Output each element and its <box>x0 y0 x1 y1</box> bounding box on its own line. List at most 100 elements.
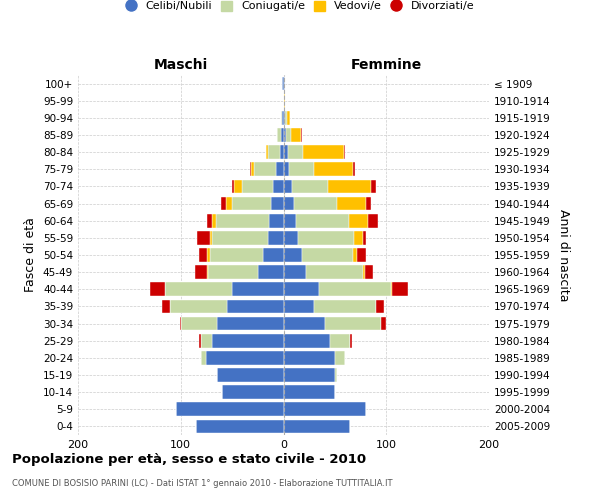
Bar <box>208 248 209 262</box>
Bar <box>365 266 373 279</box>
Bar <box>277 162 284 176</box>
Bar <box>284 334 330 347</box>
Bar <box>325 316 381 330</box>
Bar <box>284 196 294 210</box>
Bar <box>212 334 284 347</box>
Bar <box>150 282 166 296</box>
Bar <box>215 214 269 228</box>
Bar <box>195 266 208 279</box>
Bar <box>284 128 286 142</box>
Bar <box>368 214 378 228</box>
Bar <box>208 266 258 279</box>
Bar <box>258 266 284 279</box>
Bar <box>284 386 335 399</box>
Bar <box>381 316 386 330</box>
Bar <box>294 196 337 210</box>
Bar <box>376 300 384 314</box>
Bar <box>250 162 251 176</box>
Bar <box>344 146 345 159</box>
Bar <box>209 231 212 244</box>
Bar <box>254 162 277 176</box>
Bar <box>268 146 280 159</box>
Bar <box>289 162 314 176</box>
Bar <box>286 128 290 142</box>
Bar <box>283 111 284 124</box>
Bar <box>217 368 284 382</box>
Bar <box>366 196 371 210</box>
Bar <box>227 300 284 314</box>
Bar <box>284 402 366 416</box>
Bar <box>287 111 290 124</box>
Bar <box>197 231 209 244</box>
Bar <box>199 248 208 262</box>
Text: Femmine: Femmine <box>350 58 422 71</box>
Bar <box>199 334 202 347</box>
Bar <box>263 248 284 262</box>
Bar <box>180 316 181 330</box>
Bar <box>202 351 206 364</box>
Bar <box>284 180 292 194</box>
Bar <box>284 162 289 176</box>
Bar <box>280 146 284 159</box>
Bar <box>335 351 345 364</box>
Bar <box>302 248 353 262</box>
Text: Popolazione per età, sesso e stato civile - 2010: Popolazione per età, sesso e stato civil… <box>12 452 366 466</box>
Bar <box>292 180 328 194</box>
Legend: Celibi/Nubili, Coniugati/e, Vedovi/e, Divorziati/e: Celibi/Nubili, Coniugati/e, Vedovi/e, Di… <box>121 0 479 16</box>
Bar <box>301 128 302 142</box>
Bar <box>271 196 284 210</box>
Bar <box>303 146 344 159</box>
Bar <box>222 386 284 399</box>
Bar <box>209 248 263 262</box>
Bar <box>196 420 284 434</box>
Bar <box>170 300 227 314</box>
Bar <box>226 196 232 210</box>
Bar <box>212 214 215 228</box>
Bar <box>232 180 234 194</box>
Bar <box>208 214 212 228</box>
Bar <box>337 196 366 210</box>
Bar <box>242 180 273 194</box>
Bar <box>355 231 362 244</box>
Bar <box>391 282 392 296</box>
Bar <box>202 334 212 347</box>
Bar <box>181 316 217 330</box>
Bar <box>298 231 355 244</box>
Bar <box>284 248 302 262</box>
Bar <box>335 368 337 382</box>
Bar <box>287 146 303 159</box>
Bar <box>284 266 306 279</box>
Bar <box>269 214 284 228</box>
Bar <box>371 180 376 194</box>
Bar <box>296 214 349 228</box>
Bar <box>353 162 355 176</box>
Bar <box>284 316 325 330</box>
Bar <box>283 76 284 90</box>
Bar <box>162 300 170 314</box>
Bar <box>284 214 296 228</box>
Bar <box>284 111 287 124</box>
Bar <box>362 231 366 244</box>
Bar <box>284 282 319 296</box>
Bar <box>284 146 287 159</box>
Bar <box>217 316 284 330</box>
Bar <box>319 282 391 296</box>
Bar <box>350 334 352 347</box>
Bar <box>330 334 350 347</box>
Bar <box>392 282 408 296</box>
Bar <box>266 146 268 159</box>
Bar <box>268 231 284 244</box>
Bar <box>314 162 353 176</box>
Text: Maschi: Maschi <box>154 58 208 71</box>
Bar <box>284 300 314 314</box>
Bar <box>251 162 254 176</box>
Bar <box>284 420 350 434</box>
Bar <box>234 180 242 194</box>
Bar <box>273 180 284 194</box>
Bar <box>284 368 335 382</box>
Bar <box>166 282 232 296</box>
Bar <box>306 266 362 279</box>
Bar <box>362 266 365 279</box>
Bar <box>284 231 298 244</box>
Bar <box>212 231 268 244</box>
